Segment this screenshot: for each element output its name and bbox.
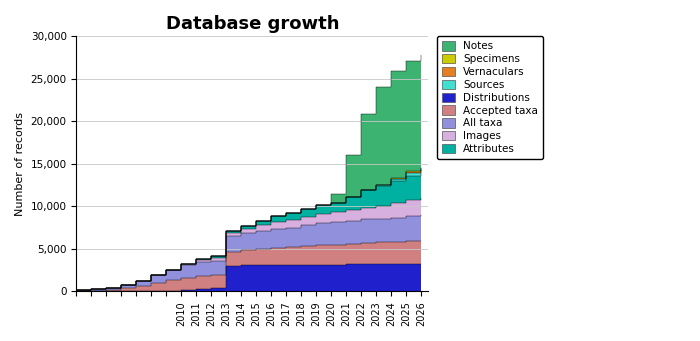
Legend: Notes, Specimens, Vernaculars, Sources, Distributions, Accepted taxa, All taxa, : Notes, Specimens, Vernaculars, Sources, … (437, 36, 543, 159)
Y-axis label: Number of records: Number of records (15, 112, 25, 216)
Title: Database growth: Database growth (166, 15, 339, 33)
